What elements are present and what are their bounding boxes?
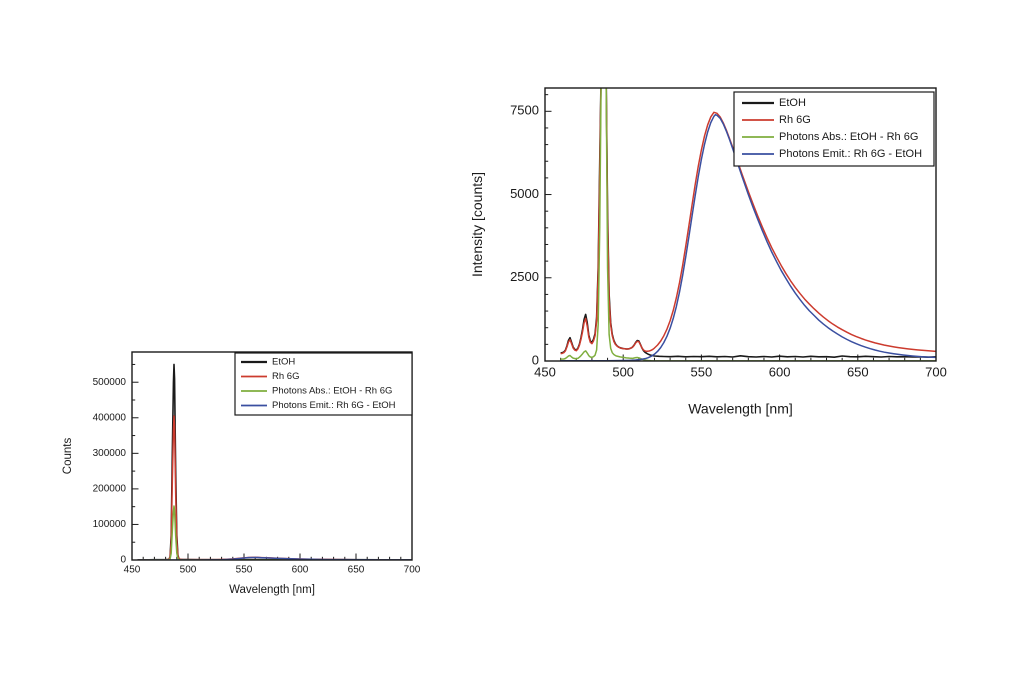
y-tick-label: 300000: [93, 448, 127, 459]
x-tick-label: 550: [691, 365, 713, 380]
legend-entry-label: Photons Abs.: EtOH - Rh 6G: [779, 131, 918, 143]
x-tick-label: 500: [180, 564, 197, 575]
legend-entry-label: Rh 6G: [272, 371, 299, 382]
x-tick-label: 500: [612, 365, 634, 380]
legend: EtOH Rh 6G Photons Abs.: EtOH - Rh 6G Photo…: [234, 352, 413, 416]
y-tick-label: 7500: [510, 103, 539, 118]
x-tick-label: 650: [348, 564, 365, 575]
y-axis-label: Counts: [62, 438, 74, 475]
x-tick-label: 700: [404, 564, 421, 575]
series-photons-emit-rh-6g-etoh: [560, 113, 936, 361]
x-tick-label: 600: [769, 365, 791, 380]
y-tick-label: 5000: [510, 186, 539, 201]
series-rh-6g: [560, 88, 936, 355]
x-tick-label: 550: [236, 564, 253, 575]
x-tick-label: 450: [124, 564, 141, 575]
legend-entry-label: Photons Emit.: Rh 6G - EtOH: [272, 400, 396, 411]
legend-box: [234, 352, 413, 416]
y-tick-label: 0: [120, 555, 126, 566]
intensity-spectrum-chart: 450 500 550 600 650 700 0 2500 5000 7500 Wavelengt…: [469, 87, 947, 416]
legend-entry-label: Photons Abs.: EtOH - Rh 6G: [272, 386, 392, 397]
y-tick-label: 0: [532, 352, 539, 367]
legend-entry-label: Photons Emit.: Rh 6G - EtOH: [779, 148, 922, 160]
y-tick-label: 400000: [93, 412, 127, 423]
x-tick-label: 450: [534, 365, 556, 380]
x-tick-label: 650: [847, 365, 869, 380]
x-tick-label: 600: [292, 564, 309, 575]
legend-entry-label: EtOH: [272, 357, 295, 368]
plot-frame: [131, 351, 413, 561]
intensity-chart: 450 500 550 600 650 700 0 2500 5000 7500 Wavelengt…: [462, 55, 962, 445]
plot-frame: [544, 87, 937, 362]
legend-entry-label: EtOH: [779, 97, 806, 109]
y-tick-label: 500000: [93, 377, 127, 388]
x-axis-label: Wavelength [nm]: [229, 584, 315, 596]
series-rh-6g: [137, 415, 412, 560]
counts-chart: 450 500 550 600 650 700 0 100000 200000 300000 400…: [55, 338, 435, 628]
legend-entry-label: Rh 6G: [779, 114, 811, 126]
y-tick-label: 2500: [510, 269, 539, 284]
legend: EtOH Rh 6G Photons Abs.: EtOH - Rh 6G Photo…: [733, 91, 935, 167]
series-photons-abs-etoh-rh-6g: [137, 505, 412, 560]
x-tick-label: 700: [925, 365, 947, 380]
counts-spectrum-chart: 450 500 550 600 650 700 0 100000 200000 300000 400…: [62, 351, 421, 596]
y-tick-label: 200000: [93, 484, 127, 495]
x-axis-label: Wavelength [nm]: [688, 400, 793, 416]
y-axis-label: Intensity [counts]: [469, 172, 485, 277]
y-tick-label: 100000: [93, 519, 127, 530]
